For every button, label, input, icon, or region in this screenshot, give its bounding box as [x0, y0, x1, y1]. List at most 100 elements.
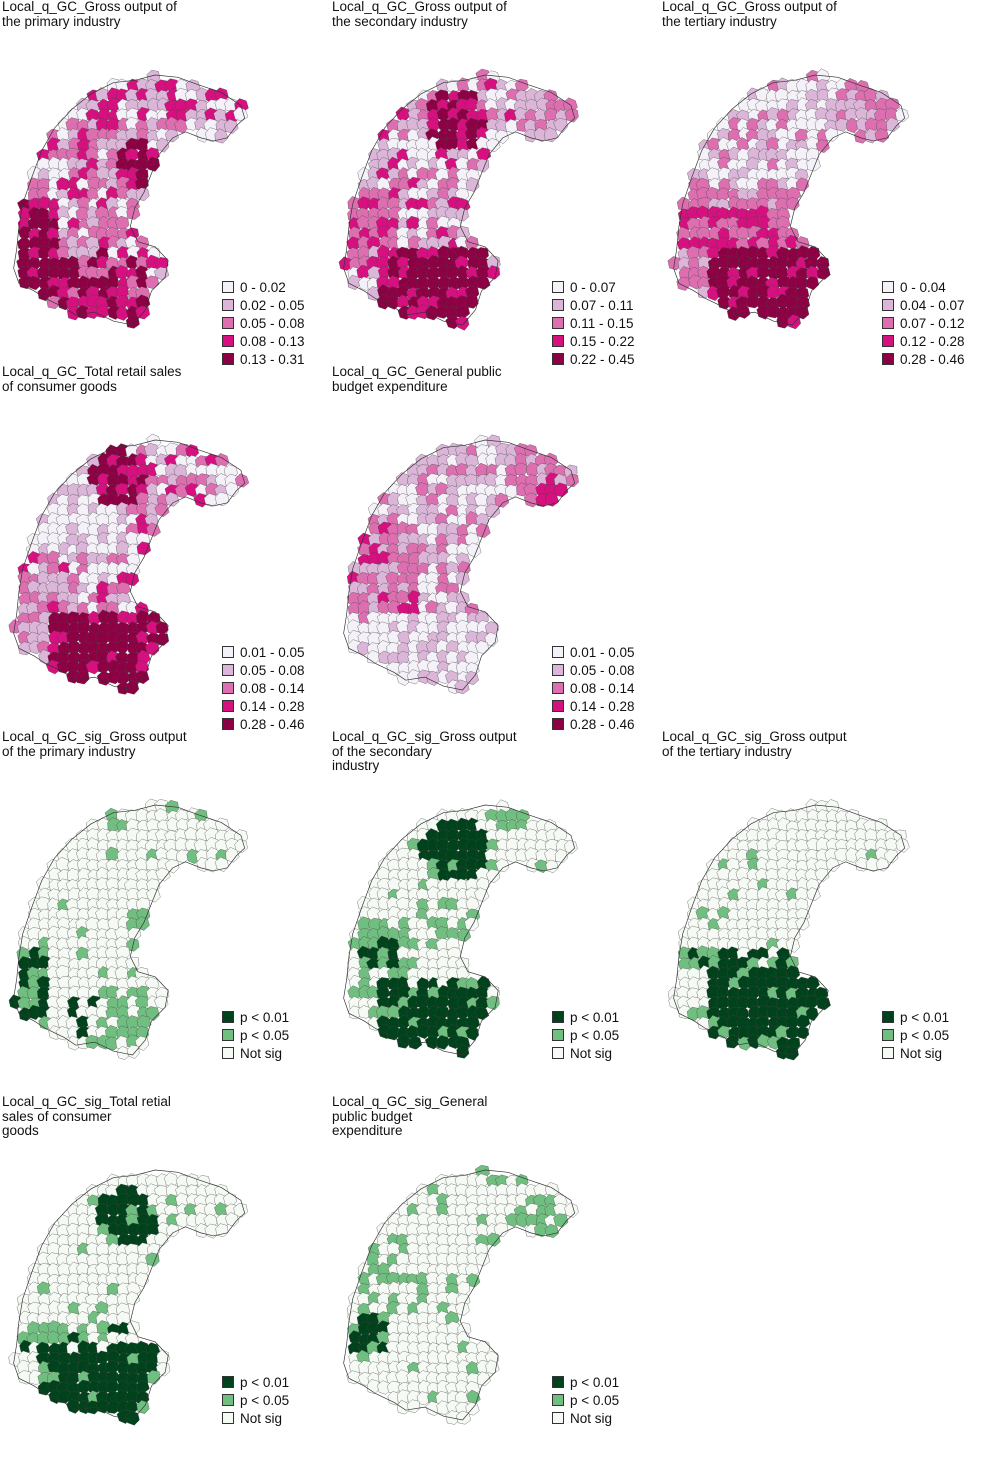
legend-item: 0.28 - 0.46: [222, 715, 305, 733]
legend-item: p < 0.01: [552, 1373, 619, 1391]
legend-swatch: [222, 335, 234, 347]
district-cell: [408, 1035, 423, 1050]
legend-item: 0.08 - 0.14: [222, 679, 305, 697]
panel-sig-tertiary: Local_q_GC_sig_Gross output of the terti…: [660, 729, 990, 1095]
district-cell: [553, 1213, 569, 1228]
district-map: [8, 1169, 248, 1426]
legend: p < 0.01 p < 0.05 Not sig: [552, 1373, 619, 1427]
district-cell: [787, 314, 801, 330]
district-cell: [445, 315, 460, 330]
district-cell: [886, 116, 900, 132]
district-cell: [494, 492, 510, 508]
legend-item: 0.13 - 0.31: [222, 350, 305, 368]
legend-label: 0.02 - 0.05: [240, 297, 305, 313]
district-cell: [416, 1024, 431, 1039]
district-cell: [203, 493, 219, 507]
legend-item: p < 0.05: [222, 1391, 289, 1409]
district-cell: [845, 847, 860, 863]
legend-swatch: [552, 682, 564, 694]
district-cell: [115, 305, 130, 321]
district-cell: [155, 867, 171, 882]
panel-title: Local_q_GC_sig_Gross output of the secon…: [332, 729, 517, 773]
district-cell: [476, 147, 492, 161]
legend-swatch: [552, 646, 564, 658]
district-cell: [156, 137, 170, 153]
legend-item: Not sig: [552, 1044, 619, 1062]
district-cell: [816, 265, 831, 280]
legend-swatch: [552, 281, 564, 293]
legend-label: 0 - 0.02: [240, 279, 286, 295]
district-cell: [435, 1035, 450, 1050]
district-cell: [338, 256, 354, 271]
district-cell: [473, 887, 490, 903]
legend-item: 0.11 - 0.15: [552, 314, 635, 332]
district-cell: [855, 856, 870, 872]
legend-swatch: [882, 299, 894, 311]
district-cell: [135, 916, 150, 931]
district-cell: [545, 491, 559, 507]
region-boundary: [343, 74, 576, 326]
legend-label: 0 - 0.07: [570, 279, 616, 295]
legend: p < 0.01 p < 0.05 Not sig: [882, 1008, 949, 1062]
region-boundary: [673, 74, 906, 326]
district-map: [343, 1165, 579, 1425]
legend-label: 0.05 - 0.08: [240, 662, 305, 678]
legend-label: 0.28 - 0.46: [900, 351, 965, 367]
district-cell: [475, 523, 491, 538]
legend-swatch: [552, 1412, 564, 1424]
legend-item: 0.02 - 0.05: [222, 296, 305, 314]
panel-title: Local_q_GC_Gross output of the tertiary …: [662, 0, 837, 29]
district-cell: [126, 679, 140, 695]
district-cell: [134, 1272, 149, 1287]
district-map: [13, 69, 249, 329]
district-cell: [456, 1044, 470, 1059]
legend-item: 0.14 - 0.28: [222, 697, 305, 715]
legend-swatch: [222, 317, 234, 329]
legend-swatch: [222, 1047, 234, 1059]
district-cell: [554, 848, 568, 863]
district-cell: [495, 858, 510, 873]
legend-swatch: [222, 281, 234, 293]
panel-title: Local_q_GC_General public budget expendi…: [332, 364, 502, 394]
legend-item: p < 0.01: [552, 1008, 619, 1026]
panel-retail: Local_q_GC_Total retail sales of consume…: [0, 364, 330, 733]
legend-swatch: [882, 281, 894, 293]
district-cell: [794, 304, 810, 320]
district-cell: [795, 917, 810, 931]
legend-label: Not sig: [240, 1410, 283, 1426]
district-cell: [224, 481, 239, 498]
district-cell: [8, 994, 23, 1010]
legend-label: 0.28 - 0.46: [240, 716, 305, 732]
legend-swatch: [552, 1394, 564, 1406]
district-cell: [135, 305, 150, 320]
district-cell: [234, 839, 248, 853]
legend-item: 0.08 - 0.14: [552, 679, 635, 697]
district-cell: [146, 887, 161, 903]
district-cell: [504, 118, 520, 134]
legend-item: Not sig: [882, 1044, 949, 1062]
legend-label: 0.05 - 0.08: [240, 315, 305, 331]
district-cell: [454, 679, 470, 694]
district-cell: [455, 316, 470, 331]
legend-item: 0 - 0.02: [222, 278, 305, 296]
legend: p < 0.01 p < 0.05 Not sig: [222, 1373, 289, 1427]
district-cell: [224, 1212, 240, 1227]
legend-item: 0.12 - 0.28: [882, 332, 965, 350]
region-boundary: [13, 1169, 246, 1421]
district-map: [667, 68, 910, 330]
legend-item: 0.14 - 0.28: [552, 697, 635, 715]
district-cell: [875, 857, 890, 872]
district-cell: [85, 660, 101, 675]
district-cell: [735, 304, 751, 319]
district-cell: [854, 129, 868, 144]
district-cell: [564, 1202, 579, 1218]
district-cell: [495, 129, 509, 144]
legend-swatch: [222, 1376, 234, 1388]
district-cell: [834, 847, 849, 862]
legend-label: 0.08 - 0.13: [240, 333, 305, 349]
district-cell: [146, 522, 161, 537]
district-cell: [477, 1371, 491, 1387]
legend-swatch: [882, 335, 894, 347]
legend-label: p < 0.05: [240, 1392, 290, 1408]
legend-item: 0.15 - 0.22: [552, 332, 635, 350]
